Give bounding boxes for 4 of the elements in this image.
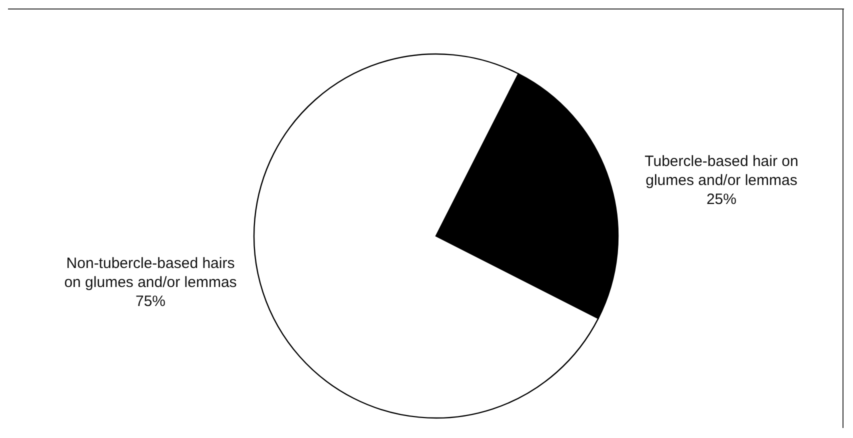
data-label: 75%	[135, 292, 166, 310]
data-label: 25%	[706, 191, 737, 208]
slice-label: Non-tubercle-based hairs on glumes and/or lemmas	[64, 254, 237, 291]
slice-label: Tubercle-based hair on glumes and/or lemmas	[644, 153, 798, 190]
